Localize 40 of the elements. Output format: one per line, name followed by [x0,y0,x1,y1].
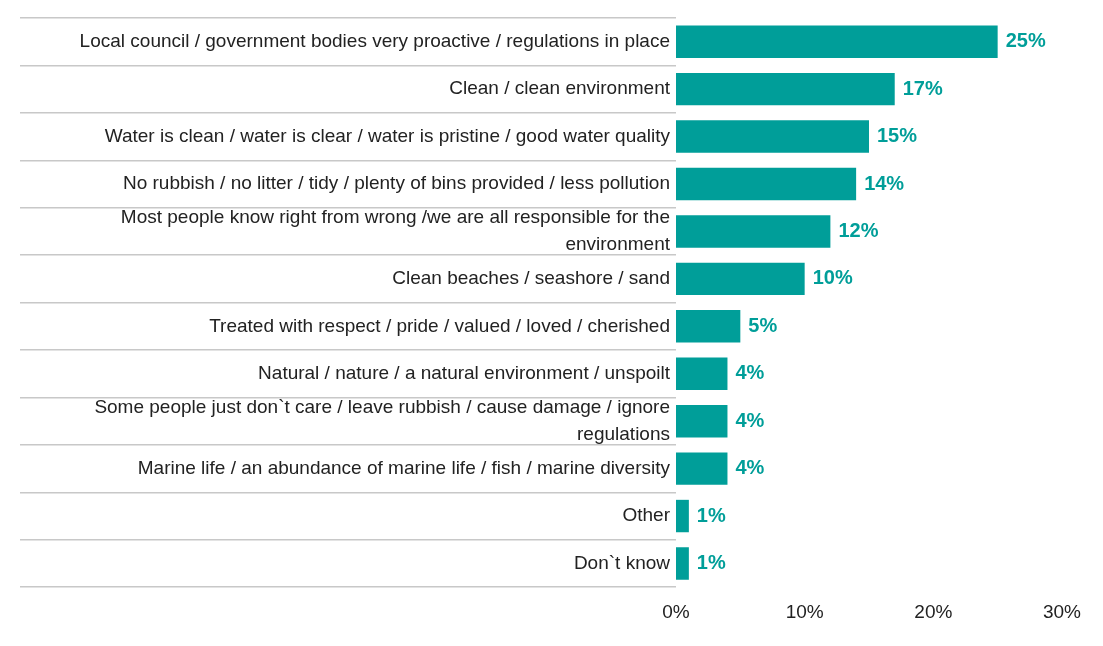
y-tick-label: Local council / government bodies very proactive / regulations in place [79,29,670,51]
data-label: 1% [696,503,726,526]
bar [676,120,869,153]
bar [676,404,728,438]
y-tick-label: Clean / clean environment [449,77,671,99]
data-label: 4% [735,408,765,431]
y-tick-label: Some people just don`t care / leave rubbish / cause damage / ignore regulations [94,395,670,445]
x-tick-label: 30% [1042,600,1082,622]
bar [676,357,728,390]
bar [676,499,689,533]
bar [676,547,689,580]
y-tick-label: Other [622,504,671,526]
data-label: 12% [838,218,879,241]
y-tick-label: Treated with respect / pride / valued / loved / cherished [209,314,670,336]
data-label: 14% [864,171,905,194]
y-tick-label: No rubbish / no litter / tidy / plenty of bins provided / less pollution [122,172,670,194]
bar [676,72,895,106]
x-tick-label: 20% [914,600,953,622]
data-label: 25% [1005,29,1046,52]
bar [676,310,741,343]
y-tick-label: Most people know right from wrong /we are all responsible for the environment [120,205,671,255]
y-tick-label: Natural / nature / a natural environment / unspoilt [258,361,671,383]
data-label: 15% [876,124,918,147]
data-label: 4% [735,361,765,384]
y-tick-label: Water is clean / water is clear / water is pristine / good water quality [104,124,671,146]
y-tick-label: Don`t know [573,551,671,573]
x-tick-label: 0% [662,600,690,622]
y-tick-label: Clean beaches / seashore / sand [392,267,670,289]
bar [676,167,857,201]
data-label: 5% [748,313,778,336]
bar [676,25,998,58]
data-label: 1% [696,551,726,573]
bar [676,262,805,296]
data-label: 17% [902,76,943,99]
x-tick-label: 10% [785,600,824,622]
data-label: 10% [812,266,853,289]
data-label: 4% [735,456,765,479]
bar [676,452,728,485]
bar [676,215,831,248]
y-tick-label: Marine life / an abundance of marine life / fish / marine diversity [137,456,671,478]
